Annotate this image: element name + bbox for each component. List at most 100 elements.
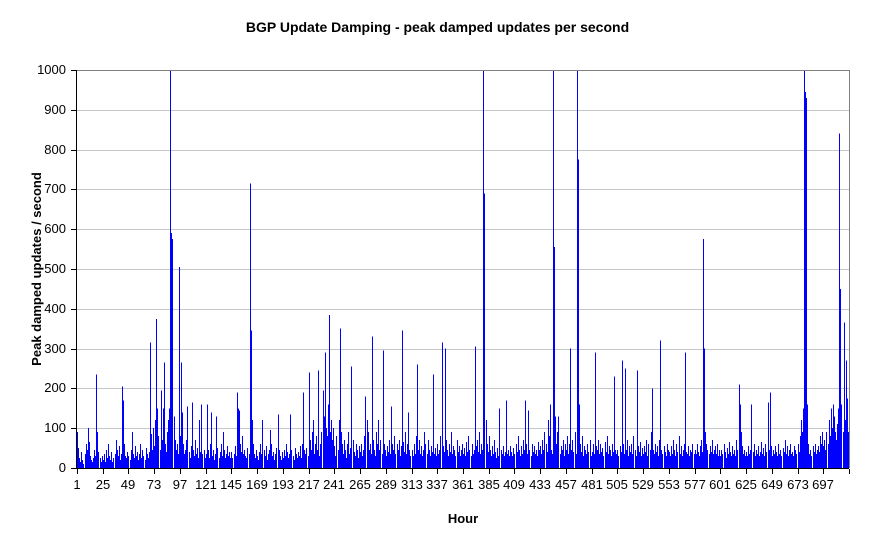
bar [656, 452, 657, 468]
bar [274, 460, 275, 468]
bar [789, 450, 790, 468]
bar [340, 328, 341, 468]
bar [182, 412, 183, 468]
bar [816, 454, 817, 468]
bar [494, 440, 495, 468]
bar [715, 446, 716, 468]
bar [538, 442, 539, 468]
bar [94, 450, 95, 468]
bar [529, 450, 530, 468]
bar [183, 444, 184, 468]
bar [79, 458, 80, 468]
bar [105, 462, 106, 468]
bar [373, 440, 374, 468]
bar [101, 462, 102, 468]
bar [522, 454, 523, 468]
bar [324, 416, 325, 468]
bar [370, 444, 371, 468]
bar [597, 450, 598, 468]
bar [117, 450, 118, 468]
bar [149, 452, 150, 468]
bar [847, 398, 848, 468]
bar [100, 458, 101, 468]
bar [806, 97, 807, 469]
bar [480, 454, 481, 468]
bar [389, 440, 390, 468]
bar [724, 444, 725, 468]
bar [620, 446, 621, 468]
bar [438, 454, 439, 468]
bar [169, 408, 170, 468]
bar [703, 239, 704, 468]
bar [83, 464, 84, 468]
bar [249, 454, 250, 468]
bar [611, 456, 612, 468]
bar [261, 454, 262, 468]
bar [790, 444, 791, 468]
bar [760, 452, 761, 468]
bar [548, 420, 549, 468]
bar [614, 376, 615, 468]
bar [665, 452, 666, 468]
bar [668, 450, 669, 468]
bar [477, 440, 478, 468]
bar [784, 452, 785, 468]
x-tick-label: 649 [761, 477, 783, 492]
bar [756, 450, 757, 468]
bar [254, 454, 255, 468]
x-tick-label: 241 [323, 477, 345, 492]
bar [422, 456, 423, 468]
x-tick-label: 481 [581, 477, 603, 492]
bar [375, 456, 376, 468]
bar [502, 454, 503, 468]
bar [803, 408, 804, 468]
bar [583, 456, 584, 468]
bar [380, 440, 381, 468]
bar [569, 444, 570, 468]
bar [631, 444, 632, 468]
bar [103, 460, 104, 468]
bar [747, 456, 748, 468]
bar [773, 450, 774, 468]
bar [602, 448, 603, 468]
bar [746, 452, 747, 468]
bar [584, 446, 585, 468]
bar [198, 458, 199, 468]
bar [354, 452, 355, 468]
bar [399, 440, 400, 468]
bar [82, 460, 83, 468]
bar [417, 364, 418, 468]
bar [642, 448, 643, 468]
bar [341, 432, 342, 468]
bar [472, 444, 473, 468]
bar [98, 452, 99, 468]
bar [241, 452, 242, 468]
bar [455, 456, 456, 468]
bar [403, 442, 404, 468]
bar [505, 452, 506, 468]
bar [640, 442, 641, 468]
bar [551, 450, 552, 468]
bar [561, 446, 562, 468]
bar [273, 452, 274, 468]
bar [204, 450, 205, 468]
bar [250, 183, 251, 468]
bar [133, 454, 134, 468]
bar [670, 456, 671, 468]
bar [304, 450, 305, 468]
bar [302, 444, 303, 468]
bar [317, 450, 318, 468]
bar [660, 340, 661, 468]
bar [499, 408, 500, 468]
chart-title: BGP Update Damping - peak damped updates… [245, 19, 630, 35]
bar [130, 460, 131, 468]
bar [428, 440, 429, 468]
bar [630, 452, 631, 468]
bar [93, 458, 94, 468]
bar [283, 458, 284, 468]
bar [787, 446, 788, 468]
bar [704, 348, 705, 468]
bar [618, 456, 619, 468]
bar [580, 444, 581, 468]
